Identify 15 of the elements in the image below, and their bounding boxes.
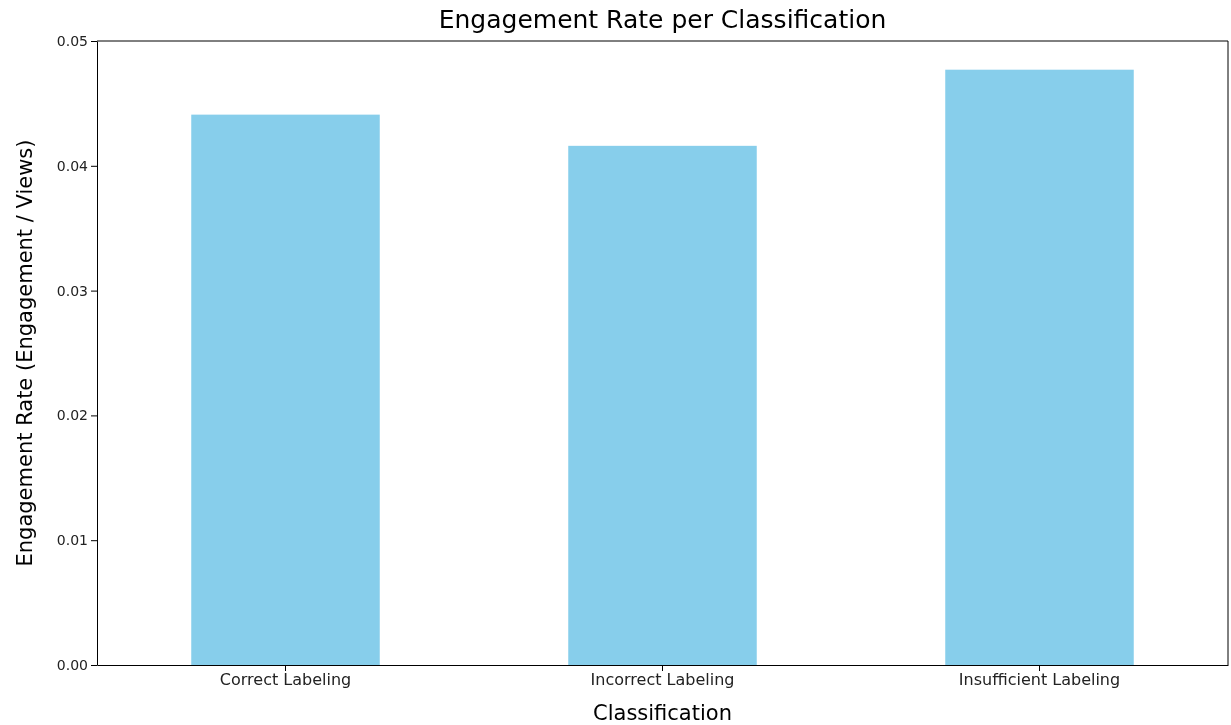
y-tick-label: 0.00: [56, 656, 88, 673]
y-tick-label: 0.02: [56, 407, 88, 424]
x-tick-label: Insufficient Labeling: [958, 670, 1121, 690]
bar: [568, 145, 757, 665]
x-tick-label: Correct Labeling: [219, 670, 352, 690]
y-tick-label: 0.03: [56, 282, 88, 299]
bar: [191, 114, 380, 665]
bar: [945, 69, 1134, 665]
x-axis-title: Classification: [593, 701, 732, 725]
y-axis-title: Engagement Rate (Engagement / Views): [13, 139, 37, 567]
x-tick-label: Incorrect Labeling: [590, 670, 735, 690]
y-tick-label: 0.04: [56, 157, 89, 174]
y-tick-label: 0.01: [56, 532, 88, 549]
y-tick-label: 0.05: [56, 32, 88, 49]
chart-title: Engagement Rate per Classification: [438, 5, 887, 34]
